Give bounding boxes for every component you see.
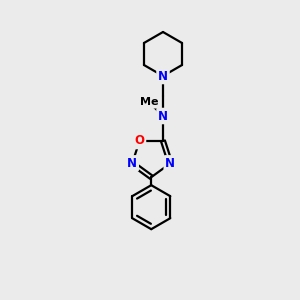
Text: Me: Me [140, 97, 158, 107]
Text: N: N [165, 157, 175, 170]
Text: N: N [158, 70, 168, 83]
Text: N: N [158, 110, 168, 122]
Text: O: O [134, 134, 145, 148]
Text: N: N [127, 157, 137, 170]
